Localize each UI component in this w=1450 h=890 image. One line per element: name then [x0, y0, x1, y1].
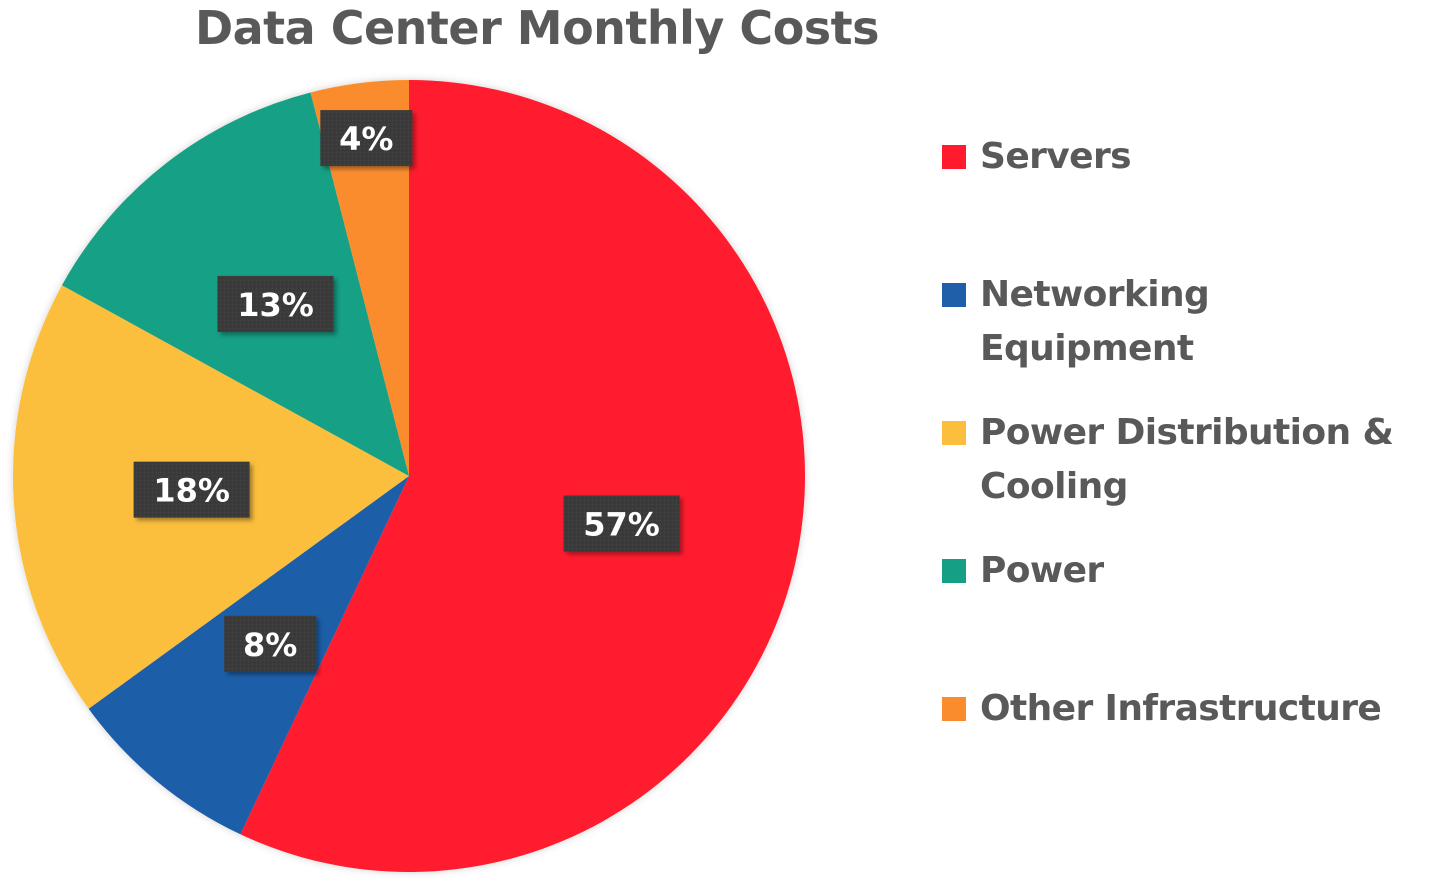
legend-label: Servers: [980, 136, 1132, 177]
data-label-other-infrastructure: 4%: [320, 110, 413, 167]
legend-swatch: [942, 559, 966, 583]
data-label-box: [320, 110, 413, 167]
data-label-servers: 57%: [563, 495, 680, 552]
legend-swatch: [942, 145, 966, 169]
legend-item-power: Power: [942, 544, 1420, 598]
data-label-box: [133, 461, 250, 518]
data-label-power-distribution-and-cooling: 18%: [133, 461, 250, 518]
legend-item-power-distribution-and-cooling: Power Distribution & Cooling: [942, 406, 1420, 514]
chart-title: Data Center Monthly Costs: [194, 1, 880, 55]
data-label-text: 57%: [583, 506, 660, 544]
data-label-power: 13%: [217, 275, 334, 332]
data-label-text: 18%: [153, 472, 230, 510]
pie-slice-servers: [240, 80, 806, 872]
legend-swatch: [942, 283, 966, 307]
legend-item-other-infrastructure: Other Infrastructure: [942, 682, 1420, 736]
legend-label: Power: [980, 550, 1104, 591]
legend-item-servers: Servers: [942, 130, 1420, 184]
data-label-networking-equipment: 8%: [224, 615, 317, 672]
data-label-box: [217, 275, 334, 332]
legend-item-networking-equipment: Networking Equipment: [942, 268, 1420, 376]
data-label-text: 13%: [237, 286, 314, 324]
data-label-text: 4%: [339, 120, 393, 158]
data-label-box: [563, 495, 680, 552]
data-label-box: [224, 615, 317, 672]
legend-swatch: [942, 697, 966, 721]
legend-swatch: [942, 421, 966, 445]
data-label-text: 8%: [243, 626, 297, 664]
legend-label: Other Infrastructure: [980, 688, 1382, 729]
legend-label: Power Distribution & Cooling: [980, 412, 1394, 507]
pie-slice-other-infrastructure: [310, 80, 409, 476]
legend-label: Networking Equipment: [980, 274, 1210, 369]
